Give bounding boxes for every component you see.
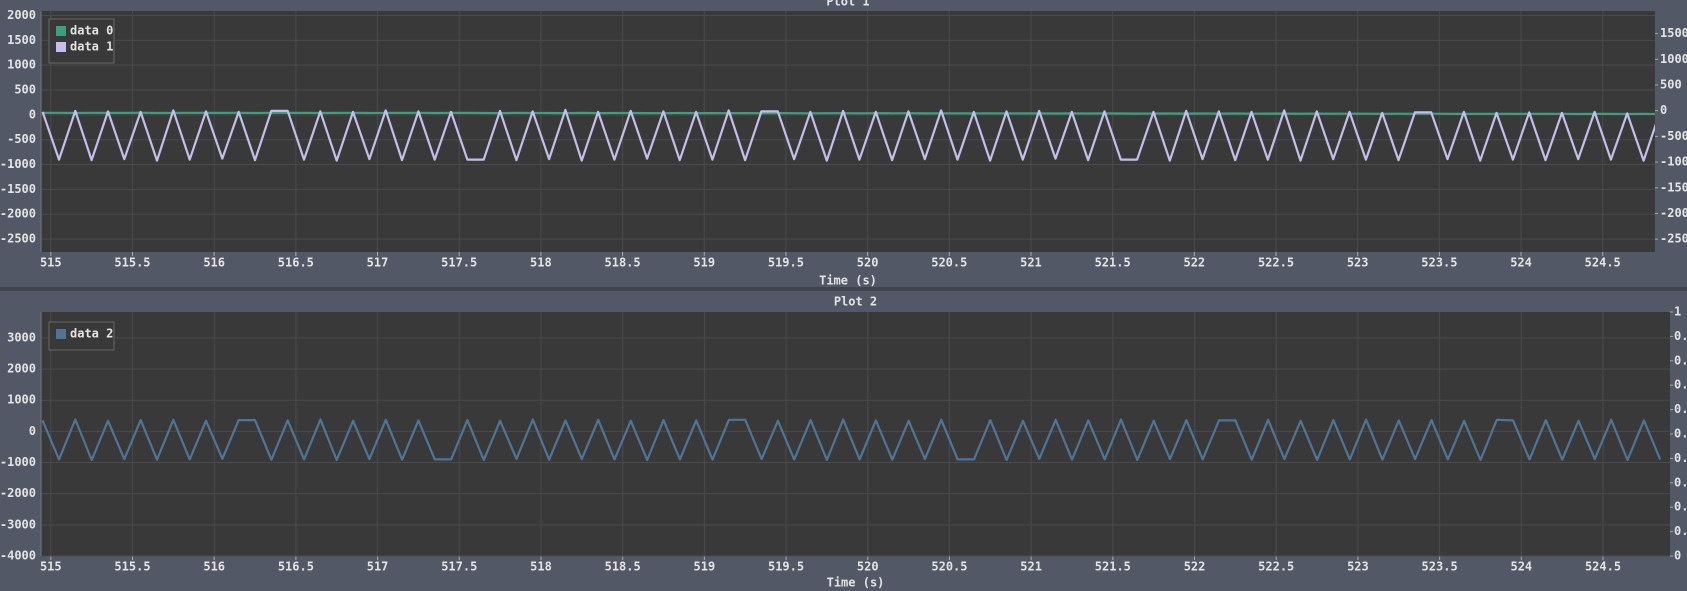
x-axis-label: Time (s) (819, 274, 877, 288)
x-tick-label: 517 (367, 560, 389, 574)
y2-tick-label: -2500 (1660, 232, 1687, 246)
x-tick-label: 524.5 (1585, 256, 1621, 270)
x-tick-label: 518 (530, 256, 552, 270)
y2-tick-label: 1500 (1660, 26, 1687, 40)
x-tick-label: 523.5 (1421, 256, 1457, 270)
x-axis-label: Time (s) (827, 576, 885, 590)
y-tick-label: -3000 (0, 517, 36, 531)
x-tick-label: 520.5 (931, 256, 967, 270)
y2-tick-label: -2000 (1660, 206, 1687, 220)
legend-label: data 2 (70, 327, 113, 341)
x-tick-label: 518.5 (605, 256, 641, 270)
y2-tick-label: -1500 (1660, 180, 1687, 194)
series-line (41, 418, 1662, 462)
separator (0, 287, 1687, 291)
x-tick-label: 516.5 (278, 256, 314, 270)
x-tick-label: 515 (40, 560, 62, 574)
x-tick-label: 515.5 (114, 256, 150, 270)
y2-tick-label: 0.8 (1674, 353, 1687, 367)
x-tick-label: 520.5 (931, 560, 967, 574)
y-tick-label: -2500 (0, 232, 36, 246)
x-tick-label: 515 (40, 256, 62, 270)
x-tick-label: 524.5 (1585, 560, 1621, 574)
y2-tick-label: 0.9 (1674, 329, 1687, 343)
y2-tick-label: 0.6 (1674, 402, 1687, 416)
x-tick-label: 522 (1184, 560, 1206, 574)
plot-area (41, 312, 1670, 556)
legend-label: data 0 (70, 24, 113, 38)
x-tick-label: 516 (203, 560, 225, 574)
x-tick-label: 519.5 (768, 560, 804, 574)
y-tick-label: -2000 (0, 486, 36, 500)
x-tick-label: 518.5 (605, 560, 641, 574)
x-tick-label: 520 (857, 560, 879, 574)
y2-tick-label: 0.3 (1674, 475, 1687, 489)
y-tick-label: 2000 (7, 362, 36, 376)
x-tick-label: 516.5 (278, 560, 314, 574)
y2-tick-label: -1000 (1660, 155, 1687, 169)
x-tick-label: 523 (1347, 256, 1369, 270)
x-tick-label: 519 (693, 256, 715, 270)
y-tick-label: -2000 (0, 207, 36, 221)
series-line (42, 111, 1655, 116)
y-tick-label: 2000 (7, 8, 36, 22)
y2-tick-label: 0.5 (1674, 427, 1687, 441)
y2-tick-label: 0 (1660, 103, 1667, 117)
y2-tick-label: 0.1 (1674, 524, 1687, 538)
x-tick-label: 519.5 (768, 256, 804, 270)
x-tick-label: 517.5 (441, 560, 477, 574)
x-tick-label: 519 (694, 560, 716, 574)
y-tick-label: -500 (7, 132, 36, 146)
x-tick-label: 516 (203, 256, 225, 270)
legend-swatch (56, 26, 66, 36)
x-tick-label: 524 (1510, 256, 1532, 270)
x-tick-label: 521 (1020, 256, 1042, 270)
y-tick-label: 500 (14, 83, 36, 97)
x-tick-label: 517.5 (441, 256, 477, 270)
y2-tick-label: 0.7 (1674, 378, 1687, 392)
x-tick-label: 524 (1510, 560, 1532, 574)
x-tick-label: 522 (1183, 256, 1205, 270)
x-tick-label: 517 (367, 256, 389, 270)
x-tick-label: 522.5 (1258, 256, 1294, 270)
y-tick-label: -1500 (0, 182, 36, 196)
y2-tick-label: -500 (1660, 129, 1687, 143)
x-tick-label: 520 (857, 256, 879, 270)
x-tick-label: 523 (1347, 560, 1369, 574)
y-tick-label: 0 (29, 424, 36, 438)
legend-swatch (56, 329, 66, 339)
series-group (41, 108, 1655, 162)
plot-area (41, 11, 1655, 252)
x-tick-label: 521.5 (1095, 256, 1131, 270)
x-tick-label: 515.5 (114, 560, 150, 574)
series-line (41, 108, 1655, 162)
x-tick-label: 521 (1020, 560, 1042, 574)
legend-swatch (56, 42, 66, 52)
chart-title: Plot 2 (834, 295, 877, 309)
y2-tick-label: 0.4 (1674, 451, 1687, 465)
y-tick-label: 3000 (7, 330, 36, 344)
chart-title: Plot 1 (826, 0, 869, 9)
y-tick-label: 0 (29, 107, 36, 121)
y2-tick-label: 0.2 (1674, 500, 1687, 514)
y2-tick-label: 500 (1660, 77, 1682, 91)
y-tick-label: 1000 (7, 393, 36, 407)
series-group (41, 418, 1662, 462)
y-tick-label: 1500 (7, 33, 36, 47)
y2-tick-label: 1 (1674, 305, 1681, 319)
y-tick-label: -4000 (0, 549, 36, 563)
y-tick-label: -1000 (0, 157, 36, 171)
x-tick-label: 518 (530, 560, 552, 574)
y2-tick-label: 1000 (1660, 52, 1687, 66)
x-tick-label: 523.5 (1422, 560, 1458, 574)
y-tick-label: -1000 (0, 455, 36, 469)
legend-label: data 1 (70, 40, 113, 54)
x-tick-label: 521.5 (1095, 560, 1131, 574)
x-tick-label: 522.5 (1258, 560, 1294, 574)
y-tick-label: 1000 (7, 58, 36, 72)
y2-tick-label: 0 (1674, 549, 1681, 563)
